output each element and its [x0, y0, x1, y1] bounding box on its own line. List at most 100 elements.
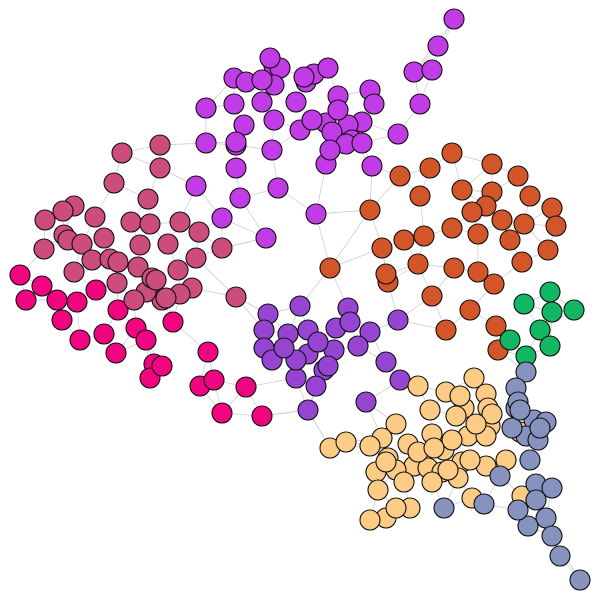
graph-node-orange-red — [407, 253, 429, 275]
graph-node-peach — [463, 367, 485, 389]
graph-node-magenta — [235, 376, 257, 398]
graph-node-orange-red — [393, 229, 415, 251]
graph-node-mauve — [63, 261, 85, 283]
graph-node-violet — [225, 157, 247, 179]
graph-node-peach — [407, 375, 429, 397]
graph-node-violet — [255, 227, 277, 249]
graph-node-peach — [385, 497, 407, 519]
graph-node-violet — [251, 91, 273, 113]
graph-node-violet — [267, 177, 289, 199]
graph-node-violet — [233, 114, 255, 136]
graph-node-mauve — [155, 287, 177, 309]
graph-node-peach — [367, 479, 389, 501]
graph-node-orange-red — [375, 263, 397, 285]
graph-node-mauve — [185, 247, 207, 269]
graph-node-magenta — [211, 402, 233, 424]
graph-node-orange-red — [491, 209, 513, 231]
graph-node-purple — [289, 295, 311, 317]
graph-node-orange-red — [435, 319, 457, 341]
graph-node-magenta — [197, 341, 219, 363]
graph-node-violet — [409, 93, 431, 115]
graph-node-purple — [355, 391, 377, 413]
graph-node-mauve — [211, 237, 233, 259]
graph-node-orange-red — [541, 197, 563, 219]
graph-node-peach — [441, 429, 463, 451]
graph-node-violet — [225, 131, 247, 153]
graph-node-magenta — [31, 275, 53, 297]
graph-node-peach — [445, 405, 467, 427]
graph-node-orange-red — [319, 257, 341, 279]
graph-node-orange-red — [421, 285, 443, 307]
graph-node-mauve — [149, 157, 171, 179]
graph-node-orange-red — [499, 229, 521, 251]
graph-node-mauve — [107, 251, 129, 273]
graph-node-magenta — [105, 342, 127, 364]
graph-node-green — [539, 281, 561, 303]
graph-node-orange-red — [511, 251, 533, 273]
graph-node-mauve — [157, 233, 179, 255]
graph-node-orange-red — [459, 299, 481, 321]
graph-node-orange-red — [467, 223, 489, 245]
graph-node-orange-red — [485, 315, 507, 337]
graph-node-purple — [339, 311, 361, 333]
graph-node-violet — [251, 69, 273, 91]
graph-node-purple — [347, 335, 369, 357]
graph-node-violet — [223, 93, 245, 115]
graph-node-violet — [427, 35, 449, 57]
graph-node-mauve — [52, 200, 74, 222]
graph-node-mauve — [145, 269, 167, 291]
graph-node-peach — [359, 509, 381, 531]
graph-node-green — [541, 301, 563, 323]
graph-node-violet — [317, 57, 339, 79]
graph-node-violet — [195, 132, 217, 154]
graph-node-slate-blue — [529, 417, 551, 439]
graph-node-slate-blue — [525, 489, 547, 511]
graph-node-slate-blue — [541, 525, 563, 547]
graph-node-purple — [285, 367, 307, 389]
graph-node-violet — [285, 91, 307, 113]
graph-node-orange-red — [419, 157, 441, 179]
graph-node-violet — [319, 139, 341, 161]
graph-node-magenta — [46, 289, 68, 311]
graph-node-peach — [359, 435, 381, 457]
graph-node-purple — [389, 369, 411, 391]
graph-node-violet — [361, 155, 383, 177]
graph-node-slate-blue — [541, 477, 563, 499]
graph-node-magenta — [93, 323, 115, 345]
graph-node-violet — [211, 207, 233, 229]
graph-node-orange-red — [467, 261, 489, 283]
graph-node-orange-red — [519, 185, 541, 207]
graph-node-peach — [437, 459, 459, 481]
graph-node-purple — [307, 331, 329, 353]
graph-node-mauve — [120, 211, 142, 233]
graph-node-mauve — [111, 142, 133, 164]
graph-node-magenta — [107, 299, 129, 321]
graph-node-orange-red — [389, 165, 411, 187]
graph-node-mauve — [137, 188, 159, 210]
graph-node-peach — [423, 437, 445, 459]
graph-node-slate-blue — [519, 449, 541, 471]
graph-node-mauve — [139, 213, 161, 235]
graph-node-mauve — [129, 234, 151, 256]
graph-node-slate-blue — [507, 499, 529, 521]
graph-node-purple — [297, 399, 319, 421]
graph-node-purple — [317, 355, 339, 377]
graph-node-magenta — [66, 291, 88, 313]
graph-node-magenta — [69, 329, 91, 351]
graph-node-violet — [327, 99, 349, 121]
graph-node-magenta — [135, 329, 157, 351]
graph-node-peach — [449, 385, 471, 407]
graph-node-orange-red — [441, 217, 463, 239]
graph-node-orange-red — [481, 153, 503, 175]
graph-node-violet — [301, 109, 323, 131]
graph-node-mauve — [106, 272, 128, 294]
graph-node-magenta — [85, 279, 107, 301]
graph-node-peach — [385, 413, 407, 435]
graph-node-purple — [273, 337, 295, 359]
graph-node-violet — [351, 132, 373, 154]
graph-node-orange-red — [441, 142, 463, 164]
graph-node-orange-red — [537, 239, 559, 261]
graph-node-violet — [185, 175, 207, 197]
graph-node-violet — [293, 66, 315, 88]
